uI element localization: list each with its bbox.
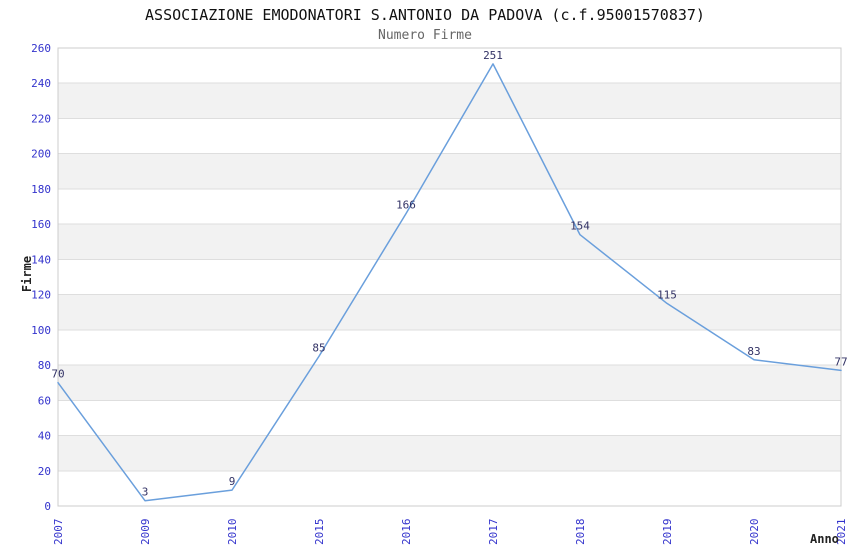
y-tick-label: 40 (38, 430, 51, 443)
y-axis-title: Firme (20, 255, 34, 293)
chart-title: ASSOCIAZIONE EMODONATORI S.ANTONIO DA PA… (145, 6, 705, 24)
y-tick-label: 240 (31, 77, 51, 90)
grid-band (58, 83, 841, 119)
x-tick-label: 2015 (313, 519, 326, 546)
data-point-label: 77 (834, 355, 847, 368)
y-tick-label: 160 (31, 218, 51, 231)
y-tick-label: 220 (31, 112, 51, 125)
grid-band (58, 224, 841, 260)
data-point-label: 83 (747, 345, 760, 358)
grid-band (58, 435, 841, 471)
data-point-label: 85 (312, 341, 325, 354)
y-tick-label: 20 (38, 465, 51, 478)
data-point-label: 70 (51, 368, 64, 381)
y-tick-label: 140 (31, 253, 51, 266)
y-tick-label: 80 (38, 359, 51, 372)
y-tick-label: 260 (31, 42, 51, 55)
x-tick-label: 2009 (139, 519, 152, 546)
x-tick-label: 2019 (661, 519, 674, 546)
data-line (57, 63, 842, 502)
data-point-label: 115 (657, 288, 677, 301)
y-tick-label: 60 (38, 394, 51, 407)
y-tick-label: 180 (31, 183, 51, 196)
x-axis-title: Anno (810, 532, 839, 546)
x-tick-label: 2021 (835, 519, 848, 546)
plot-border (57, 47, 842, 507)
y-tick-label: 120 (31, 289, 51, 302)
x-tick-label: 2010 (226, 519, 239, 546)
x-tick-label: 2018 (574, 519, 587, 546)
data-point-label: 251 (483, 49, 503, 62)
grid-band (58, 153, 841, 189)
grid-band (58, 365, 841, 401)
y-tick-label: 200 (31, 148, 51, 161)
x-tick-label: 2016 (400, 519, 413, 546)
x-tick-label: 2020 (748, 519, 761, 546)
y-tick-label: 100 (31, 324, 51, 337)
x-tick-label: 2007 (52, 519, 65, 546)
data-point-label: 154 (570, 220, 590, 233)
data-point-label: 166 (396, 199, 416, 212)
grid-band (58, 294, 841, 330)
data-point-label: 3 (142, 486, 149, 499)
data-point-label: 9 (229, 475, 236, 488)
chart-subtitle: Numero Firme (378, 28, 472, 43)
y-tick-label: 0 (44, 500, 51, 513)
x-tick-label: 2017 (487, 519, 500, 546)
